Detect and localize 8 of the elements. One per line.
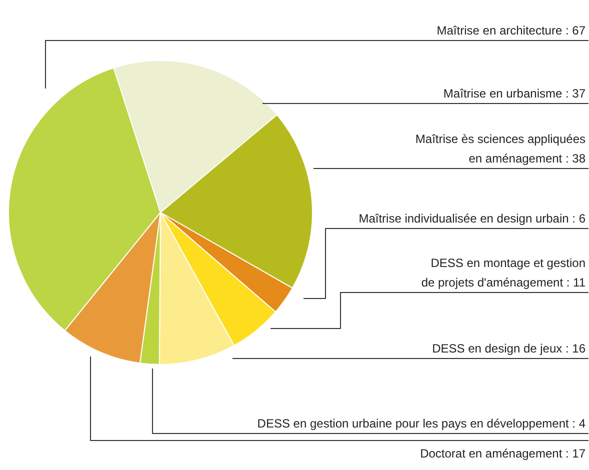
slice-label: Maîtrise ès sciences appliquées en aménagement : 38 bbox=[415, 132, 586, 166]
slice-label: DESS en gestion urbaine pour les pays en développement : 4 bbox=[257, 416, 586, 430]
slice-label: Maîtrise en architecture : 67 bbox=[436, 24, 586, 38]
slice-label: Maîtrise individualisée en design urbain : 6 bbox=[358, 212, 586, 226]
slice-label: Maîtrise en urbanisme : 37 bbox=[443, 86, 586, 100]
slice-label: DESS en montage et gestion de projets d'aménagement : 11 bbox=[421, 256, 586, 290]
slice-label: Doctorat en aménagement : 17 bbox=[420, 446, 586, 460]
slice-label: DESS en design de jeux : 16 bbox=[432, 342, 586, 356]
